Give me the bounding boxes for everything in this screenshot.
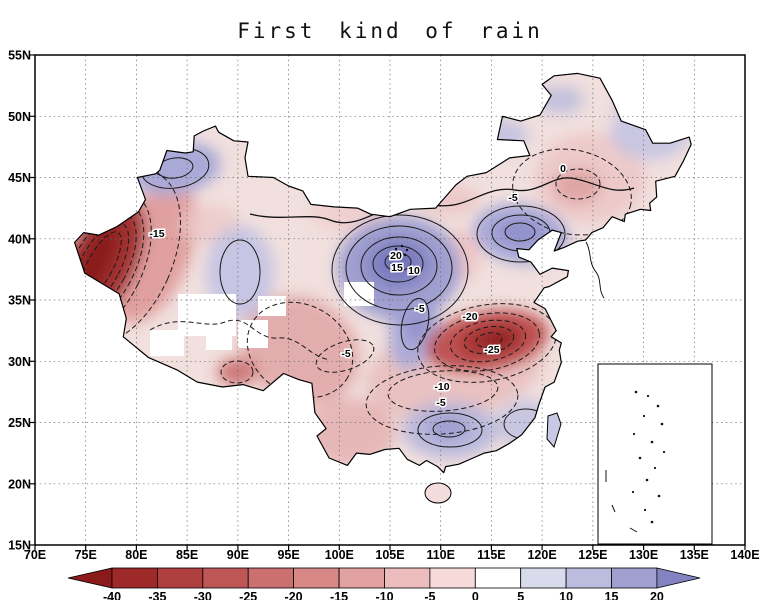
korea-outline bbox=[585, 241, 605, 299]
contour-label: -5 bbox=[508, 192, 517, 204]
x-tick-label: 130E bbox=[629, 548, 658, 562]
colorbar-labels: -40 -35 -30 -25 -20 -15 -10 -5 0 5 10 15… bbox=[103, 590, 664, 600]
x-tick-label: 140E bbox=[730, 548, 759, 562]
contour-label: -5 bbox=[341, 348, 350, 360]
colorbar-label: -35 bbox=[148, 590, 166, 600]
y-tick-label: 50N bbox=[8, 110, 31, 124]
colorbar-label: -5 bbox=[424, 590, 435, 600]
x-tick-label: 85E bbox=[176, 548, 198, 562]
y-tick-label: 25N bbox=[8, 416, 31, 430]
inset-south-china-sea bbox=[597, 363, 713, 545]
colorbar-label: -40 bbox=[103, 590, 121, 600]
x-axis-labels: 70E 75E 80E 85E 90E 95E 100E 105E 110E 1… bbox=[24, 548, 760, 562]
stipple-dots bbox=[391, 244, 409, 257]
y-axis-labels: 55N 50N 45N 40N 35N 30N 25N 20N 15N bbox=[8, 49, 31, 553]
colorbar-arrow-right bbox=[656, 567, 701, 589]
colorbar-label: 5 bbox=[517, 590, 524, 600]
colorbar-arrow-left bbox=[67, 567, 113, 589]
colorbar-segment bbox=[474, 567, 522, 589]
colorbar-segment bbox=[611, 567, 658, 589]
x-tick-label: 90E bbox=[227, 548, 249, 562]
colorbar-label: 20 bbox=[650, 590, 664, 600]
colorbar-segment bbox=[384, 567, 431, 589]
contour-label: 15 bbox=[391, 262, 403, 274]
x-tick-label: 70E bbox=[24, 548, 46, 562]
x-tick-label: 125E bbox=[578, 548, 607, 562]
colorbar-label: -30 bbox=[194, 590, 212, 600]
contour-label: -10 bbox=[434, 381, 449, 393]
contour-label: -20 bbox=[462, 311, 477, 323]
x-tick-label: 80E bbox=[125, 548, 147, 562]
contour-label: -5 bbox=[415, 303, 424, 315]
colorbar-label: 15 bbox=[605, 590, 619, 600]
y-tick-label: 20N bbox=[8, 477, 31, 491]
contour-labels: -15 0 -5 20 15 10 -20 -25 -5 -10 -5 -5 bbox=[148, 162, 568, 411]
colorbar-segment bbox=[429, 567, 476, 589]
y-tick-label: 40N bbox=[8, 232, 31, 246]
grid-lines bbox=[35, 55, 745, 545]
colorbar-label: -20 bbox=[285, 590, 303, 600]
x-tick-label: 75E bbox=[75, 548, 97, 562]
colorbar-segment bbox=[202, 567, 249, 589]
x-tick-label: 115E bbox=[477, 548, 506, 562]
page-title: First kind of rain bbox=[237, 19, 543, 43]
masked-cells bbox=[150, 282, 374, 356]
y-tick-label: 15N bbox=[8, 539, 31, 553]
colorbar-segment bbox=[156, 567, 204, 589]
x-tick-label: 135E bbox=[680, 548, 709, 562]
y-tick-label: 55N bbox=[8, 49, 31, 63]
y-tick-label: 45N bbox=[8, 171, 31, 185]
colorbar-label: 10 bbox=[559, 590, 573, 600]
y-tick-label: 35N bbox=[8, 294, 31, 308]
colorbar-segment bbox=[565, 567, 612, 589]
contour-label: 20 bbox=[390, 250, 402, 262]
x-tick-label: 105E bbox=[375, 548, 404, 562]
contour-label: -15 bbox=[149, 228, 164, 240]
colorbar-label: -10 bbox=[375, 590, 393, 600]
china-outline bbox=[74, 72, 692, 474]
x-tick-label: 95E bbox=[277, 548, 299, 562]
y-tick-label: 30N bbox=[8, 355, 31, 369]
colorbar-label: -15 bbox=[330, 590, 348, 600]
colorbar-segment bbox=[293, 567, 340, 589]
colorbar-segment bbox=[338, 567, 385, 589]
colorbar: -40 -35 -30 -25 -20 -15 -10 -5 0 5 10 15… bbox=[67, 567, 701, 600]
colorbar-label: 0 bbox=[472, 590, 479, 600]
hainan-island bbox=[424, 482, 452, 504]
contour-label: -25 bbox=[484, 344, 499, 356]
colorbar-segment bbox=[520, 567, 567, 589]
axis-ticks bbox=[29, 54, 746, 550]
x-tick-label: 120E bbox=[527, 548, 556, 562]
taiwan-island bbox=[546, 412, 562, 449]
x-tick-label: 100E bbox=[325, 548, 354, 562]
colorbar-segment bbox=[111, 567, 158, 589]
colorbar-label: -25 bbox=[239, 590, 257, 600]
x-tick-label: 110E bbox=[426, 548, 455, 562]
contour-label: 10 bbox=[408, 265, 420, 277]
colorbar-segment bbox=[247, 567, 294, 589]
contour-label: -5 bbox=[436, 397, 445, 409]
contour-label: 0 bbox=[560, 163, 566, 175]
